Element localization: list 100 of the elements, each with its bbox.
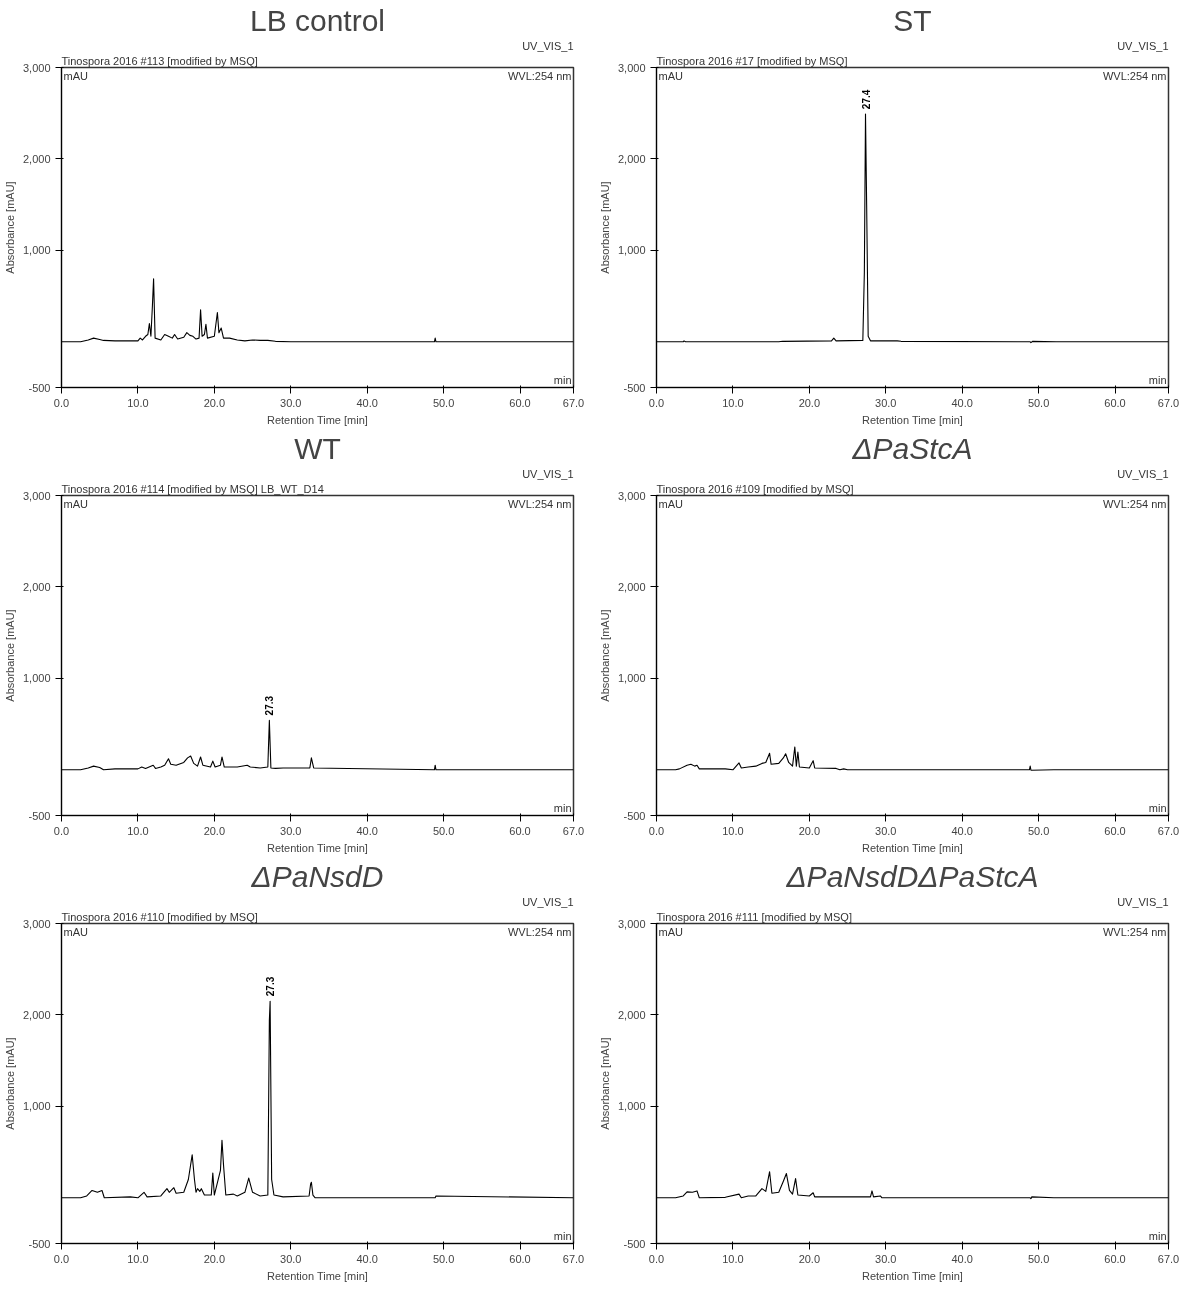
chart-title: LB control — [249, 3, 386, 37]
x-tick-label: 10.0 — [722, 396, 744, 409]
x-tick-label: 10.0 — [722, 824, 744, 837]
x-tick-label: 50.0 — [1027, 824, 1050, 837]
y-axis-title: Absorbance [mAU] — [598, 181, 611, 274]
text: Tinospora 2016 #111 [modified by MSQ] — [656, 911, 852, 923]
x-tick-label: 0.0 — [53, 1252, 70, 1265]
y-tick-label: 3,000 — [617, 489, 646, 502]
x-tick-label: 40.0 — [951, 824, 973, 837]
text: UV_VIS_1 — [1117, 40, 1169, 52]
x-tick-label: 30.0 — [280, 1252, 302, 1265]
x-tick-label: 60.0 — [509, 824, 531, 837]
x-tick-label: 0.0 — [53, 396, 70, 409]
x-tick-label: 67.0 — [1157, 824, 1180, 837]
y-tick-label: 2,000 — [617, 580, 646, 593]
x-tick-label: 60.0 — [1104, 396, 1126, 409]
y-tick-label: 1,000 — [22, 672, 51, 685]
y-tick-label: -500 — [28, 381, 51, 394]
x-tick-label: 10.0 — [127, 1252, 149, 1265]
x-tick-label: 10.0 — [127, 824, 149, 837]
x-tick-label: 67.0 — [562, 824, 585, 837]
x-tick-label: 20.0 — [798, 396, 821, 409]
x-tick-label: 30.0 — [875, 396, 897, 409]
y-tick-label: 3,000 — [22, 61, 51, 74]
x-axis-title: Retention Time [min] — [266, 413, 368, 426]
text: UV_VIS_1 — [1117, 896, 1169, 908]
text: Tinospora 2016 #109 [modified by MSQ] — [656, 483, 854, 495]
y-tick-label: 3,000 — [22, 917, 51, 930]
y-tick-label: 1,000 — [22, 1100, 51, 1113]
y-tick-label: -500 — [623, 381, 646, 394]
y-tick-label: -500 — [28, 1237, 51, 1250]
text: Tinospora 2016 #110 [modified by MSQ] — [61, 911, 258, 923]
annotation: WVL:254 nm — [507, 69, 572, 82]
x-tick-label: 50.0 — [432, 1252, 455, 1265]
annotation: mAU — [63, 925, 88, 938]
annotation: mAU — [658, 497, 683, 510]
x-tick-label: 10.0 — [127, 396, 149, 409]
annotation: 27.3 — [264, 695, 276, 716]
x-tick-label: 67.0 — [562, 396, 585, 409]
y-tick-label: 3,000 — [617, 61, 646, 74]
y-tick-label: -500 — [623, 809, 646, 822]
x-axis-title: Retention Time [min] — [861, 841, 963, 854]
x-tick-label: 30.0 — [280, 824, 302, 837]
x-tick-label: 40.0 — [951, 1252, 973, 1265]
annotation: min — [553, 801, 572, 814]
x-tick-label: 0.0 — [648, 396, 665, 409]
chart-title: ST — [893, 3, 932, 37]
x-tick-label: 67.0 — [1157, 1252, 1180, 1265]
y-tick-label: 2,000 — [617, 152, 646, 165]
chart-title: WT — [294, 431, 341, 465]
annotation: mAU — [63, 69, 88, 82]
y-axis-title: Absorbance [mAU] — [3, 1037, 16, 1130]
x-tick-label: 50.0 — [432, 396, 455, 409]
x-tick-label: 20.0 — [203, 1252, 226, 1265]
y-tick-label: 1,000 — [22, 244, 51, 257]
y-axis-title: Absorbance [mAU] — [598, 1037, 611, 1130]
x-tick-label: 0.0 — [648, 1252, 665, 1265]
text: UV_VIS_1 — [522, 40, 574, 52]
x-tick-label: 20.0 — [798, 1252, 821, 1265]
x-tick-label: 30.0 — [875, 824, 897, 837]
x-tick-label: 20.0 — [203, 396, 226, 409]
x-tick-label: 20.0 — [798, 824, 821, 837]
x-tick-label: 0.0 — [648, 824, 665, 837]
x-tick-label: 50.0 — [1027, 396, 1050, 409]
y-tick-label: 1,000 — [617, 1100, 646, 1113]
y-tick-label: 2,000 — [22, 1008, 51, 1021]
x-tick-label: 50.0 — [1027, 1252, 1050, 1265]
text: Tinospora 2016 #17 [modified by MSQ] — [656, 55, 848, 67]
x-tick-label: 67.0 — [562, 1252, 585, 1265]
text: UV_VIS_1 — [522, 896, 574, 908]
y-tick-label: 2,000 — [22, 580, 51, 593]
y-tick-label: 3,000 — [617, 917, 646, 930]
y-tick-label: -500 — [623, 1237, 646, 1250]
chart-title: ΔPaStcA — [851, 431, 973, 465]
text: UV_VIS_1 — [1117, 468, 1169, 480]
x-tick-label: 60.0 — [1104, 1252, 1126, 1265]
y-tick-label: 1,000 — [617, 672, 646, 685]
annotation: WVL:254 nm — [1102, 925, 1167, 938]
y-tick-label: -500 — [28, 809, 51, 822]
x-tick-label: 67.0 — [1157, 396, 1180, 409]
x-tick-label: 10.0 — [722, 1252, 744, 1265]
annotation: WVL:254 nm — [1102, 497, 1167, 510]
annotation: 27.3 — [265, 976, 277, 997]
text: Tinospora 2016 #113 [modified by MSQ] — [61, 55, 258, 67]
annotation: min — [553, 1229, 572, 1242]
y-axis-title: Absorbance [mAU] — [3, 181, 16, 274]
annotation: WVL:254 nm — [507, 925, 572, 938]
chart-title: ΔPaNsdD — [250, 859, 384, 893]
x-tick-label: 0.0 — [53, 824, 70, 837]
x-tick-label: 60.0 — [509, 1252, 531, 1265]
text: Tinospora 2016 #114 [modified by MSQ] LB_WT_D14 — [61, 483, 324, 495]
x-axis-title: Retention Time [min] — [266, 1269, 368, 1282]
x-axis-title: Retention Time [min] — [861, 413, 963, 426]
y-tick-label: 2,000 — [22, 152, 51, 165]
annotation: mAU — [63, 497, 88, 510]
x-tick-label: 40.0 — [356, 396, 378, 409]
x-axis-title: Retention Time [min] — [266, 841, 368, 854]
x-tick-label: 30.0 — [875, 1252, 897, 1265]
x-tick-label: 40.0 — [951, 396, 973, 409]
annotation: WVL:254 nm — [1102, 69, 1167, 82]
